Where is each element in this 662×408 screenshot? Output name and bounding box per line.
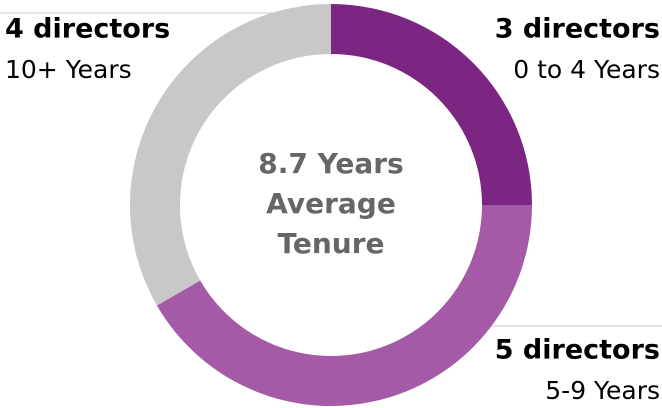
segment-count-label: 3 directors (495, 14, 660, 45)
segment-count-label: 4 directors (5, 14, 170, 45)
donut-segment (130, 4, 331, 306)
segment-category-label: 10+ Years (5, 55, 132, 84)
center-text: Average (266, 187, 396, 220)
segment-category-label: 5-9 Years (545, 376, 660, 405)
segment-category-label: 0 to 4 Years (513, 55, 660, 84)
segment-count-label: 5 directors (495, 335, 660, 366)
donut-segment (331, 4, 532, 205)
center-text: 8.7 Years (258, 147, 403, 180)
center-text: Tenure (277, 227, 384, 260)
donut-segment (156, 205, 532, 406)
